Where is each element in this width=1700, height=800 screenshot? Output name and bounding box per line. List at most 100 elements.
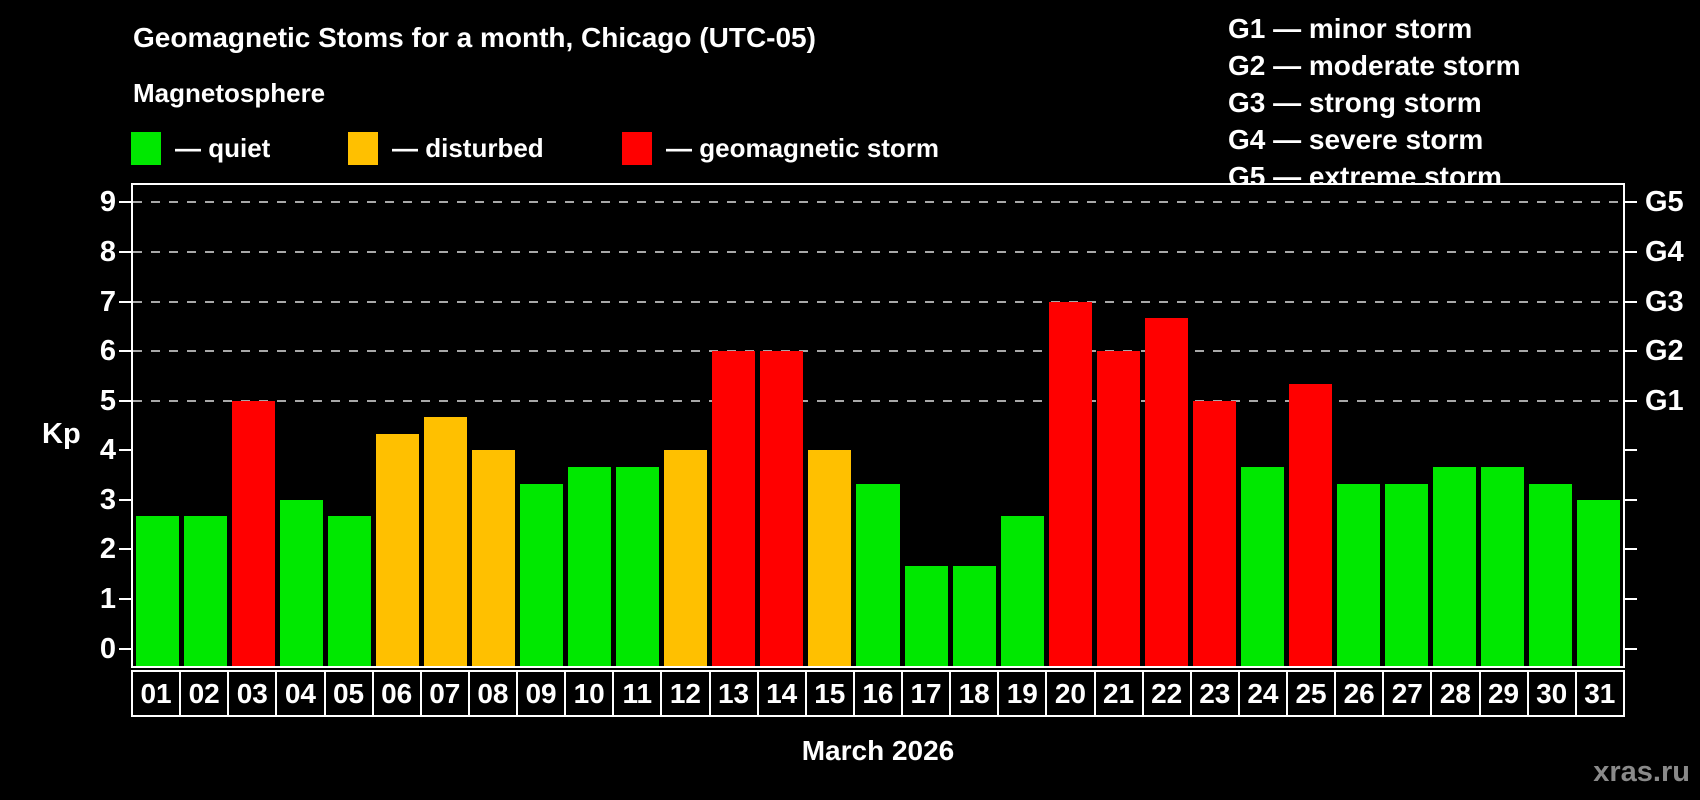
bar-day-23 [1192,400,1236,666]
storm-scale-line-3: G3 — strong storm [1228,87,1482,118]
y-tick-right-6 [1625,350,1637,353]
bar-day-01 [135,516,179,666]
g-label-G5: G5 [1645,186,1684,219]
day-cell-25: 25 [1286,670,1337,717]
day-cell-23: 23 [1189,670,1240,717]
bar-day-26 [1337,483,1381,666]
day-cell-04: 04 [275,670,326,717]
y-tick-label-1: 1 [99,583,116,616]
g-label-G4: G4 [1645,235,1684,268]
y-tick-right-7 [1625,300,1637,303]
bar-day-12 [664,450,708,666]
bar-day-06 [375,433,419,666]
plot-area [131,183,1625,668]
bar-day-22 [1144,317,1188,666]
legend-item-quiet: — quiet [131,132,270,165]
grid-line-9 [133,201,1623,204]
storm-scale-line-4: G4 — severe storm [1228,124,1484,155]
bar-day-17 [904,565,948,666]
storm-scale-legend: G1 — minor storm G2 — moderate storm G3 — … [1228,10,1521,195]
y-tick-label-3: 3 [99,483,116,516]
day-cell-12: 12 [660,670,711,717]
bar-day-25 [1289,384,1333,666]
day-cell-10: 10 [564,670,615,717]
bar-day-29 [1481,466,1525,666]
g-label-G1: G1 [1645,384,1684,417]
x-axis-title: March 2026 [801,735,955,766]
day-cell-17: 17 [901,670,952,717]
legend-label-quiet: — quiet [175,133,271,163]
day-cell-20: 20 [1045,670,1096,717]
y-tick-left-3 [119,498,131,501]
y-tick-right-4 [1625,449,1637,452]
day-cell-07: 07 [419,670,470,717]
y-tick-label-8: 8 [99,235,116,268]
y-tick-left-2 [119,548,131,551]
day-cell-02: 02 [179,670,230,717]
y-tick-left-1 [119,598,131,601]
chart-title: Geomagnetic Stoms for a month, Chicago (… [133,22,816,53]
day-cell-14: 14 [756,670,807,717]
storm-scale-line-2: G2 — moderate storm [1228,50,1521,81]
legend-item-storm: — geomagnetic storm [622,132,939,165]
y-tick-right-9 [1625,201,1637,204]
legend-label-disturbed: — disturbed [392,133,544,163]
bar-day-08 [471,450,515,666]
bar-day-31 [1577,499,1621,666]
day-cell-27: 27 [1382,670,1433,717]
y-tick-left-5 [119,399,131,402]
legend-swatch-storm [622,132,652,165]
day-cell-03: 03 [227,670,278,717]
grid-line-5 [133,399,1623,402]
g-label-G2: G2 [1645,335,1684,368]
bar-day-04 [279,499,323,666]
bar-day-05 [327,516,371,666]
y-tick-right-3 [1625,498,1637,501]
day-cell-06: 06 [371,670,422,717]
y-tick-label-7: 7 [99,285,116,318]
grid-line-7 [133,300,1623,303]
y-tick-label-2: 2 [99,533,116,566]
y-axis-title: Kp [42,418,81,450]
grid-line-6 [133,350,1623,353]
grid-line-8 [133,250,1623,253]
bar-day-20 [1048,301,1092,666]
y-tick-left-6 [119,350,131,353]
bar-day-24 [1240,466,1285,666]
day-cell-11: 11 [612,670,663,717]
storm-scale-line-1: G1 — minor storm [1228,13,1473,44]
bar-day-09 [520,483,564,666]
y-tick-right-2 [1625,548,1637,551]
y-tick-right-5 [1625,399,1637,402]
bar-day-21 [1096,351,1140,666]
day-cell-28: 28 [1430,670,1481,717]
y-tick-left-7 [119,300,131,303]
day-cell-19: 19 [997,670,1048,717]
legend-swatch-quiet [131,132,161,165]
day-cell-29: 29 [1478,670,1529,717]
magnetosphere-legend-title: Magnetosphere [133,78,326,108]
bar-day-28 [1433,466,1477,666]
day-cell-08: 08 [467,670,518,717]
y-tick-left-9 [119,201,131,204]
bar-day-14 [760,351,804,666]
y-tick-right-8 [1625,250,1637,253]
day-axis: 01 02 03 04 05 06 07 08 09 10 11 12 13 14 15 16 17 18 19 20… [131,670,1625,717]
y-tick-label-5: 5 [99,384,116,417]
bar-day-19 [1000,516,1044,666]
day-cell-05: 05 [323,670,374,717]
day-cell-01: 01 [131,670,182,717]
day-cell-09: 09 [516,670,567,717]
bar-day-02 [183,516,227,666]
day-cell-31: 31 [1574,670,1625,717]
y-tick-left-8 [119,250,131,253]
legend-label-storm: — geomagnetic storm [666,133,940,163]
day-cell-24: 24 [1237,670,1288,717]
g-label-G3: G3 [1645,285,1684,318]
bar-day-16 [856,483,900,666]
legend-item-disturbed: — disturbed [348,132,544,165]
watermark: xras.ru [1593,756,1690,788]
y-tick-left-4 [119,449,131,452]
day-cell-16: 16 [852,670,903,717]
bar-day-18 [952,565,996,666]
